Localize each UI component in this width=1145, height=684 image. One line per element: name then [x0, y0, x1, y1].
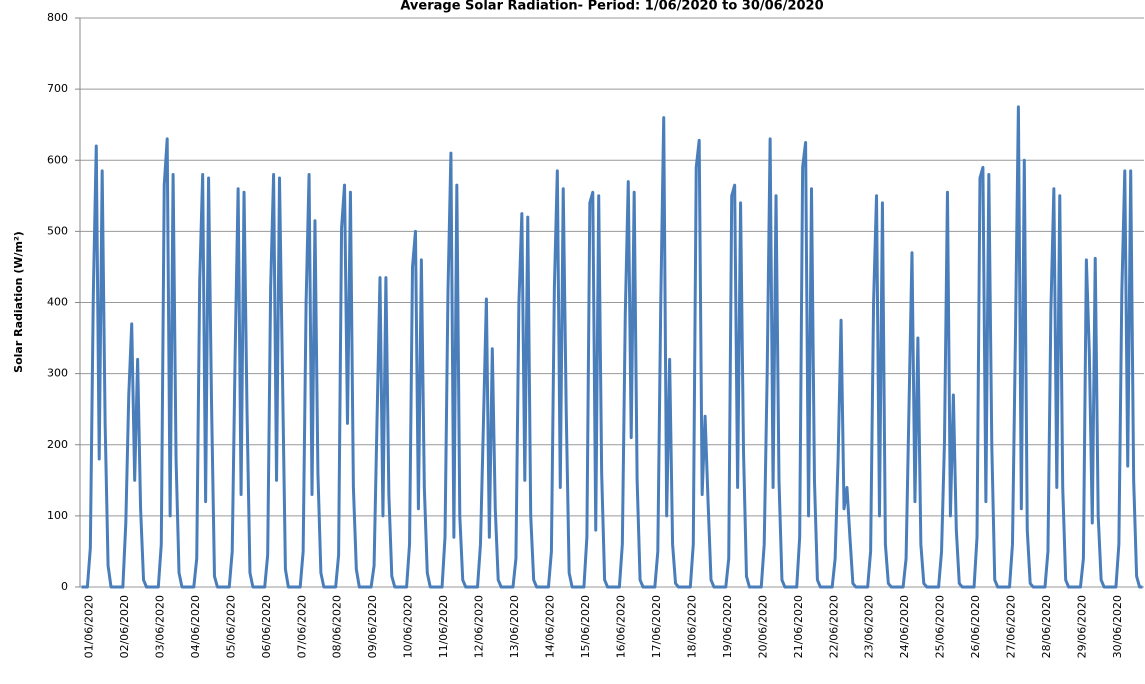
x-tick-label: 24/06/2020	[898, 595, 911, 658]
x-tick-label: 13/06/2020	[508, 595, 521, 658]
x-tick-label: 10/06/2020	[402, 595, 415, 658]
x-tick-label: 23/06/2020	[863, 595, 876, 658]
x-tick-label: 01/06/2020	[82, 595, 95, 658]
x-tick-label: 28/06/2020	[1040, 595, 1053, 658]
x-tick-label: 05/06/2020	[224, 595, 237, 658]
x-tick-label: 16/06/2020	[614, 595, 627, 658]
y-tick-label: 200	[47, 438, 68, 451]
x-tick-label: 20/06/2020	[756, 595, 769, 658]
data-line	[81, 105, 1143, 589]
y-tick-label: 300	[47, 367, 68, 380]
y-axis-label: Solar Radiation (W/m²)	[12, 231, 25, 373]
y-tick-label: 100	[47, 509, 68, 522]
x-tick-label: 12/06/2020	[473, 595, 486, 658]
y-tick-label: 800	[47, 11, 68, 24]
y-tick-label: 600	[47, 153, 68, 166]
x-tick-label: 04/06/2020	[189, 595, 202, 658]
x-tick-label: 30/06/2020	[1111, 595, 1124, 658]
x-tick-label: 26/06/2020	[969, 595, 982, 658]
x-tick-label: 14/06/2020	[544, 595, 557, 658]
x-tick-label: 29/06/2020	[1076, 595, 1089, 658]
x-tick-label: 18/06/2020	[685, 595, 698, 658]
y-tick-label: 0	[61, 580, 68, 593]
x-tick-label: 27/06/2020	[1005, 595, 1018, 658]
x-tick-label: 19/06/2020	[721, 595, 734, 658]
x-tick-label: 03/06/2020	[153, 595, 166, 658]
x-tick-label: 25/06/2020	[934, 595, 947, 658]
x-tick-label: 09/06/2020	[366, 595, 379, 658]
x-tick-label: 17/06/2020	[650, 595, 663, 658]
y-tick-label: 400	[47, 296, 68, 309]
x-tick-label: 08/06/2020	[331, 595, 344, 658]
x-tick-label: 02/06/2020	[118, 595, 131, 658]
chart-title: Average Solar Radiation- Period: 1/06/20…	[400, 0, 823, 14]
x-tick-label: 22/06/2020	[827, 595, 840, 658]
x-tick-label: 11/06/2020	[437, 595, 450, 658]
x-tick-label: 15/06/2020	[579, 595, 592, 658]
x-tick-label: 07/06/2020	[295, 595, 308, 658]
y-tick-label: 700	[47, 82, 68, 95]
x-tick-label: 21/06/2020	[792, 595, 805, 658]
y-tick-label: 500	[47, 224, 68, 237]
x-tick-label: 06/06/2020	[260, 595, 273, 658]
